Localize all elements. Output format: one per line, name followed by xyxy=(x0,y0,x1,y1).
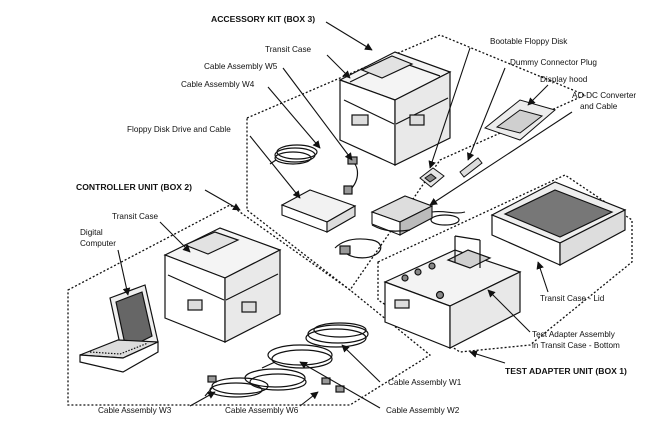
leader-lines xyxy=(117,21,573,409)
label-floppy-disk-drive: Floppy Disk Drive and Cable xyxy=(127,125,231,134)
label-cable-w2: Cable Assembly W2 xyxy=(386,406,460,415)
controller-unit-outline xyxy=(67,204,432,406)
label-cable-w5: Cable Assembly W5 xyxy=(204,62,278,71)
controller-unit-heading: CONTROLLER UNIT (BOX 2) xyxy=(76,182,193,192)
accessory-kit-outline xyxy=(246,34,587,291)
cable-w1 xyxy=(305,322,369,348)
label-acdc-converter: AC-DC Converter xyxy=(572,91,637,100)
label-cable-w4: Cable Assembly W4 xyxy=(181,80,255,89)
label-test-adapter-assembly: Test Adapter Assembly xyxy=(532,330,615,339)
transit-case-box2 xyxy=(163,227,282,343)
label-transit-case-box2: Transit Case xyxy=(112,212,159,221)
bootable-floppy-disk xyxy=(419,167,445,188)
ac-dc-converter xyxy=(370,195,466,236)
dummy-connector-plug xyxy=(459,157,483,178)
label-acdc-cable: and Cable xyxy=(580,102,618,111)
cable-w5 xyxy=(343,156,359,195)
floppy-drive-cable xyxy=(334,214,460,259)
label-display-hood: Display hood xyxy=(540,75,588,84)
cable-w4 xyxy=(269,144,318,165)
digital-computer xyxy=(79,284,159,373)
label-dummy-plug: Dummy Connector Plug xyxy=(510,58,597,67)
label-computer: Computer xyxy=(80,239,116,248)
label-cable-w1: Cable Assembly W1 xyxy=(388,378,462,387)
label-bootable-floppy: Bootable Floppy Disk xyxy=(490,37,568,46)
label-test-adapter-case: in Transit Case - Bottom xyxy=(532,341,620,350)
label-transit-case-box3: Transit Case xyxy=(265,45,312,54)
floppy-disk-drive xyxy=(280,189,357,233)
display-hood xyxy=(483,99,557,141)
cable-w2 xyxy=(261,344,333,369)
test-adapter-assembly xyxy=(383,235,522,349)
label-cable-w6: Cable Assembly W6 xyxy=(225,406,299,415)
cable-w3 xyxy=(204,375,269,398)
label-digital: Digital xyxy=(80,228,103,237)
label-cable-w3: Cable Assembly W3 xyxy=(98,406,172,415)
label-transit-lid: Transit Case - Lid xyxy=(540,294,605,303)
transit-case-lid xyxy=(490,181,627,267)
test-adapter-unit-heading: TEST ADAPTER UNIT (BOX 1) xyxy=(505,366,627,376)
transit-case-box3 xyxy=(338,51,452,166)
accessory-kit-heading: ACCESSORY KIT (BOX 3) xyxy=(211,14,316,24)
